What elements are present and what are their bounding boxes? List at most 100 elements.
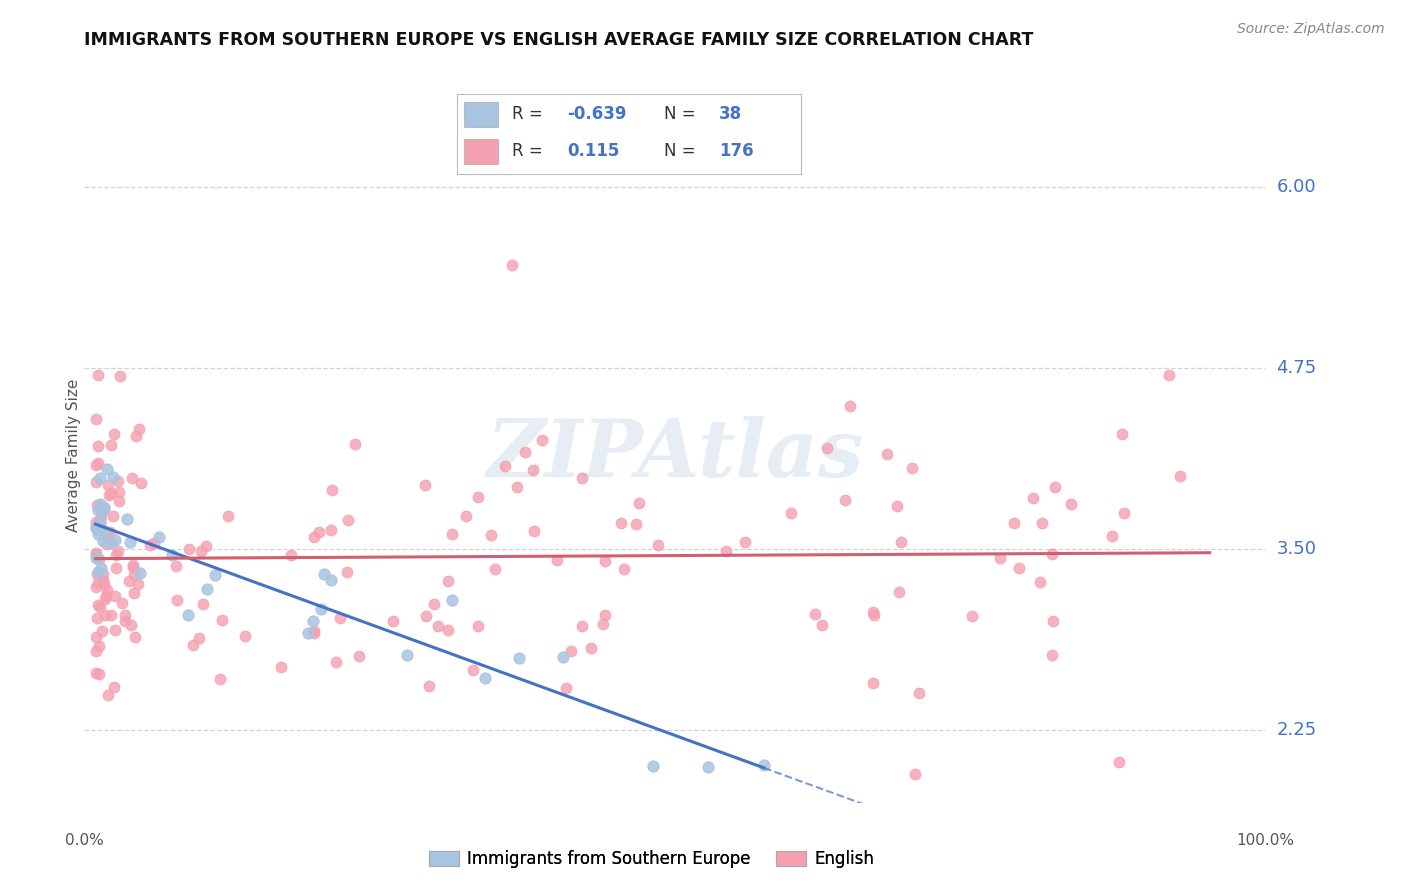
Point [988, 551, 1011, 566]
Point [962, 609, 984, 624]
Text: N =: N = [664, 143, 695, 161]
Point [413, 478, 436, 492]
Point [93, 524, 115, 539]
Point [96, 583, 118, 598]
Text: 0.0%: 0.0% [65, 833, 104, 848]
Point [90, 561, 112, 575]
Point [887, 585, 910, 599]
Point [96, 528, 118, 542]
Point [415, 608, 437, 623]
Point [96, 462, 118, 476]
Point [86, 519, 108, 533]
Point [479, 528, 502, 542]
Point [325, 655, 347, 669]
Point [111, 596, 134, 610]
Point [501, 258, 523, 272]
Point [204, 567, 226, 582]
Text: 176: 176 [718, 143, 754, 161]
Point [1159, 368, 1181, 383]
Point [100, 608, 122, 623]
Point [84, 520, 107, 534]
Point [190, 544, 212, 558]
Point [195, 582, 218, 596]
Point [697, 759, 720, 773]
Point [84, 665, 107, 680]
Point [280, 548, 302, 562]
Point [474, 671, 496, 685]
Point [337, 513, 360, 527]
Point [441, 593, 464, 607]
Point [904, 766, 927, 781]
Point [1040, 547, 1063, 561]
Point [122, 558, 145, 573]
Point [89, 667, 111, 681]
Text: IMMIGRANTS FROM SOUTHERN EUROPE VS ENGLISH AVERAGE FAMILY SIZE CORRELATION CHART: IMMIGRANTS FROM SOUTHERN EUROPE VS ENGLI… [84, 31, 1033, 49]
Point [160, 548, 183, 562]
Point [89, 599, 111, 614]
Point [117, 574, 139, 589]
Point [1042, 615, 1064, 629]
Point [624, 517, 647, 532]
Point [647, 538, 669, 552]
Point [321, 523, 343, 537]
Text: 38: 38 [718, 104, 742, 123]
Text: 100.0%: 100.0% [1236, 833, 1295, 848]
Text: N =: N = [664, 104, 695, 123]
Point [714, 544, 737, 558]
Legend: Immigrants from Southern Europe, English: Immigrants from Southern Europe, English [422, 843, 880, 874]
Point [321, 573, 343, 587]
Point [100, 485, 122, 500]
Point [336, 565, 359, 579]
Point [143, 536, 166, 550]
Point [86, 526, 108, 541]
Point [181, 638, 204, 652]
Y-axis label: Average Family Size: Average Family Size [66, 378, 80, 532]
Point [97, 688, 120, 702]
Point [612, 562, 634, 576]
Point [211, 613, 233, 627]
Point [90, 522, 112, 536]
Point [89, 513, 111, 527]
Point [188, 631, 211, 645]
Point [84, 550, 107, 565]
Point [139, 538, 162, 552]
Point [523, 524, 546, 538]
Point [610, 516, 633, 531]
Point [454, 508, 477, 523]
Text: Source: ZipAtlas.com: Source: ZipAtlas.com [1237, 22, 1385, 37]
Point [179, 541, 201, 556]
Point [114, 607, 136, 622]
Point [467, 490, 489, 504]
Point [593, 607, 616, 622]
Point [87, 368, 110, 382]
Point [436, 623, 458, 637]
Text: 6.00: 6.00 [1277, 178, 1316, 195]
Point [628, 496, 651, 510]
Point [381, 614, 404, 628]
Point [437, 574, 460, 589]
Point [87, 640, 110, 654]
Point [103, 469, 125, 483]
Text: -0.639: -0.639 [567, 104, 627, 123]
Point [209, 672, 232, 686]
Point [128, 422, 150, 436]
Point [815, 441, 838, 455]
Text: 2.25: 2.25 [1277, 722, 1317, 739]
Point [100, 536, 122, 550]
Point [513, 444, 536, 458]
Point [93, 501, 115, 516]
Point [571, 619, 593, 633]
Point [780, 506, 803, 520]
Point [461, 663, 484, 677]
Point [886, 500, 908, 514]
Point [84, 412, 107, 426]
Point [107, 543, 129, 558]
Text: 0.115: 0.115 [567, 143, 620, 161]
Point [1108, 755, 1130, 769]
Point [862, 605, 884, 619]
Point [484, 562, 506, 576]
Point [555, 681, 578, 695]
Point [84, 516, 107, 530]
Point [890, 535, 912, 549]
Point [297, 626, 319, 640]
